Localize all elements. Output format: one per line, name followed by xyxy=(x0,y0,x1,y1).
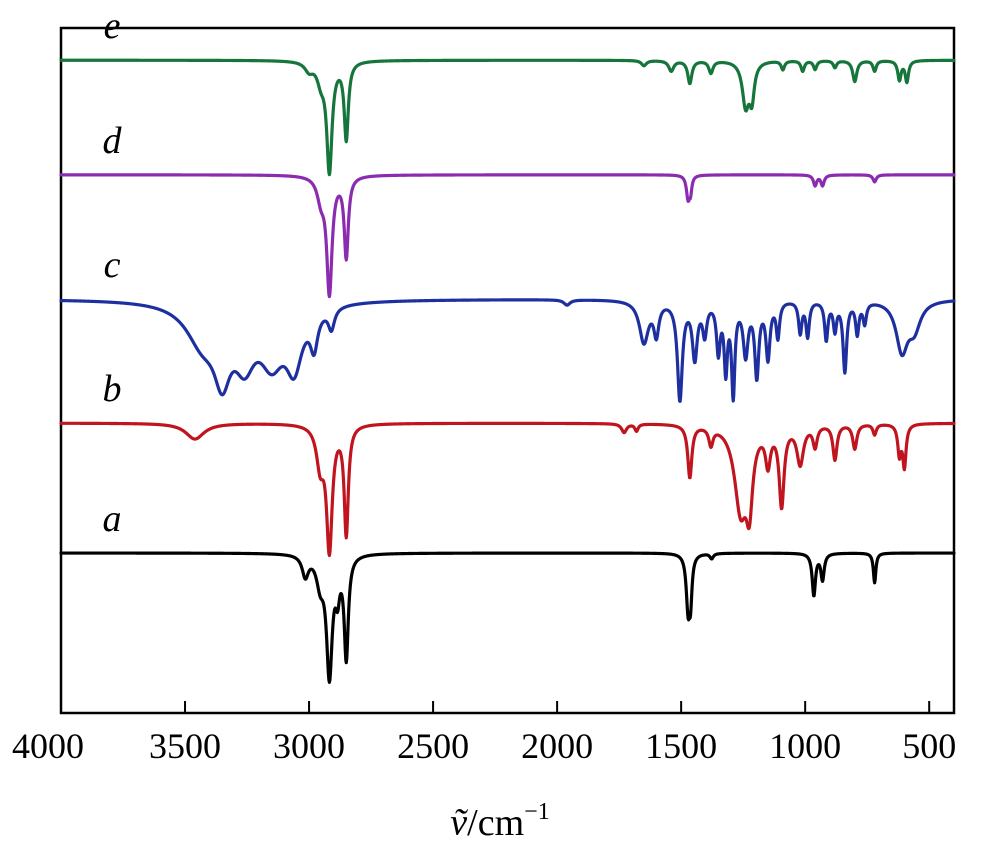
x-axis-title: ṽ/cm−1 xyxy=(450,799,549,844)
spectrum-trace-d xyxy=(59,173,956,299)
trace-label-b: b xyxy=(103,368,122,410)
x-axis-symbol: ṽ xyxy=(450,802,468,844)
x-tick-label-3500: 3500 xyxy=(149,726,221,766)
trace-labels: a b c d e xyxy=(103,5,123,540)
x-tick-label-4000: 4000 xyxy=(12,726,84,766)
trace-label-d: d xyxy=(103,120,123,162)
spectrum-trace-b xyxy=(59,421,956,558)
spectrum-trace-a xyxy=(59,551,956,684)
spectrum-traces xyxy=(59,58,956,684)
x-tick-label-3000: 3000 xyxy=(273,726,345,766)
x-tick-label-1500: 1500 xyxy=(645,726,717,766)
spectrum-trace-e xyxy=(59,58,956,177)
x-axis-tick-labels: 4000 3500 3000 2500 2000 1500 1000 500 xyxy=(12,726,956,766)
x-axis-exponent: −1 xyxy=(524,799,550,825)
plot-frame xyxy=(59,26,956,715)
x-tick-label-2500: 2500 xyxy=(397,726,469,766)
spectrum-trace-c xyxy=(59,298,956,403)
x-tick-label-1000: 1000 xyxy=(769,726,841,766)
x-tick-label-500: 500 xyxy=(902,726,956,766)
trace-label-a: a xyxy=(103,498,122,540)
trace-label-c: c xyxy=(104,244,121,286)
trace-label-e: e xyxy=(104,5,121,47)
x-tick-label-2000: 2000 xyxy=(521,726,593,766)
x-axis-unit: /cm xyxy=(467,802,524,844)
x-axis-ticks xyxy=(60,701,931,713)
